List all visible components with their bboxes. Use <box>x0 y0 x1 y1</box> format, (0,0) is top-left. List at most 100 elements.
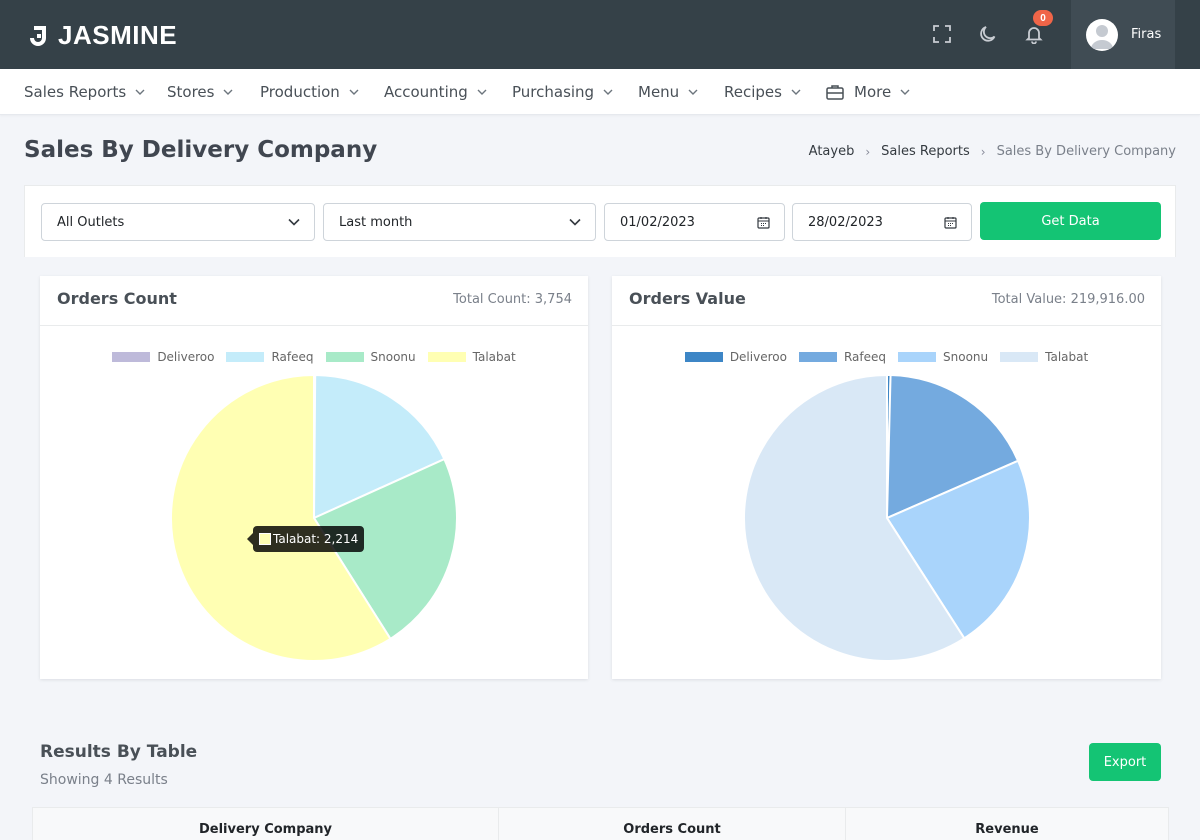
chart-tooltip: Talabat: 2,214 <box>246 526 365 552</box>
legend-swatch <box>226 352 265 362</box>
column-header[interactable]: Orders Count <box>499 808 846 840</box>
pie-slice-talabat[interactable] <box>743 373 966 662</box>
date-from-input[interactable]: 01/02/2023 <box>604 203 785 241</box>
outlet-select-value: All Outlets <box>57 214 125 230</box>
pie-slice-snoonu[interactable] <box>885 459 1031 640</box>
chevron-down-icon <box>603 89 613 95</box>
chevron-down-icon <box>349 89 359 95</box>
chart-legend: Deliveroo Rafeeq Snoonu Talabat <box>612 350 1161 364</box>
brand-logo[interactable]: JASMINE <box>30 20 177 51</box>
brand-name: JASMINE <box>58 20 178 50</box>
pie-slice-rafeeq[interactable] <box>312 373 446 520</box>
date-to-value: 28/02/2023 <box>808 214 883 230</box>
chevron-down-icon <box>791 89 801 95</box>
nav-item-label: Accounting <box>384 83 468 101</box>
logo-icon <box>30 25 46 46</box>
legend-swatch <box>798 352 837 362</box>
results-count: Showing 4 Results <box>40 772 168 788</box>
breadcrumb: Atayeb › Sales Reports › Sales By Delive… <box>809 144 1176 159</box>
legend-label: Rafeeq <box>271 350 314 364</box>
notification-badge: 0 <box>1033 10 1053 26</box>
breadcrumb-current: Sales By Delivery Company <box>996 144 1176 159</box>
pie-slice-rafeeq[interactable] <box>885 374 1020 520</box>
legend-label: Talabat <box>1045 350 1089 364</box>
legend-item[interactable]: Rafeeq <box>226 350 314 364</box>
nav-item-menu[interactable]: Menu <box>638 69 698 115</box>
nav-item-recipes[interactable]: Recipes <box>724 69 801 115</box>
nav-item-purchasing[interactable]: Purchasing <box>512 69 613 115</box>
chevron-right-icon: › <box>865 144 871 159</box>
nav-item-more[interactable]: More <box>826 69 910 115</box>
nav-item-label: Menu <box>638 83 680 101</box>
chevron-down-icon <box>569 218 581 226</box>
legend-item[interactable]: Snoonu <box>898 350 988 364</box>
column-header[interactable]: Delivery Company <box>33 808 499 840</box>
nav-item-label: More <box>854 83 892 101</box>
nav-item-production[interactable]: Production <box>260 69 359 115</box>
legend-item[interactable]: Snoonu <box>325 350 416 364</box>
nav-item-label: Recipes <box>724 83 782 101</box>
nav-item-accounting[interactable]: Accounting <box>384 69 487 115</box>
get-data-button[interactable]: Get Data <box>980 202 1161 240</box>
fullscreen-icon[interactable] <box>930 22 954 46</box>
period-select-value: Last month <box>339 214 413 230</box>
tooltip-text: Talabat: 2,214 <box>273 532 359 546</box>
column-header[interactable]: Revenue <box>975 821 1039 837</box>
nav-item-label: Sales Reports <box>24 83 127 101</box>
legend-item[interactable]: Deliveroo <box>112 350 214 364</box>
calendar-icon <box>757 216 770 229</box>
total-count: Total Count: 3,754 <box>453 292 572 307</box>
chevron-down-icon <box>223 89 233 95</box>
results-title: Results By Table <box>40 742 198 762</box>
orders-count-card: Orders Count Total Count: 3,754 Delivero… <box>40 276 588 679</box>
top-header: JASMINE 0 Firas <box>0 0 1200 69</box>
orders-count-pie[interactable] <box>40 276 588 679</box>
date-from-value: 01/02/2023 <box>620 214 695 230</box>
page-title: Sales By Delivery Company <box>24 137 378 163</box>
chevron-down-icon <box>135 89 145 95</box>
legend-swatch <box>684 352 723 362</box>
total-value: Total Value: 219,916.00 <box>991 292 1145 307</box>
legend-label: Deliveroo <box>729 350 787 364</box>
nav-item-label: Stores <box>167 83 215 101</box>
chevron-down-icon <box>477 89 487 95</box>
legend-swatch <box>898 352 936 362</box>
legend-item[interactable]: Talabat <box>1000 350 1088 364</box>
card-title: Orders Value <box>629 289 746 308</box>
nav-item-label: Purchasing <box>512 83 595 101</box>
pie-slice-talabat[interactable] <box>170 373 392 662</box>
breadcrumb-item[interactable]: Atayeb <box>808 144 855 159</box>
legend-label: Snoonu <box>943 350 989 364</box>
chevron-right-icon: › <box>980 144 986 159</box>
card-header: Orders Count Total Count: 3,754 <box>40 276 588 326</box>
nav-item-label: Production <box>260 83 340 101</box>
period-select[interactable]: Last month <box>323 203 596 241</box>
outlet-select[interactable]: All Outlets <box>41 203 315 241</box>
bell-icon[interactable] <box>1022 22 1046 46</box>
filter-card: All Outlets Last month 01/02/2023 28/02/… <box>24 185 1176 257</box>
card-header: Orders Value Total Value: 219,916.00 <box>612 276 1161 326</box>
legend-swatch <box>112 352 151 362</box>
pie-slice-snoonu[interactable] <box>312 457 458 641</box>
legend-item[interactable]: Talabat <box>427 350 516 364</box>
tooltip-swatch <box>259 533 271 545</box>
legend-label: Talabat <box>472 350 516 364</box>
breadcrumb-item[interactable]: Sales Reports <box>881 144 970 159</box>
moon-icon[interactable] <box>976 22 1000 46</box>
nav-item-sales-reports[interactable]: Sales Reports <box>24 69 145 115</box>
chart-legend: Deliveroo Rafeeq Snoonu Talabat <box>40 350 588 364</box>
user-menu[interactable]: Firas <box>1071 0 1175 69</box>
legend-label: Snoonu <box>370 350 416 364</box>
legend-item[interactable]: Rafeeq <box>798 350 886 364</box>
nav-item-stores[interactable]: Stores <box>167 69 233 115</box>
calendar-icon <box>944 216 957 229</box>
legend-item[interactable]: Deliveroo <box>684 350 787 364</box>
export-button[interactable]: Export <box>1089 743 1161 781</box>
orders-value-pie[interactable] <box>612 276 1161 679</box>
chevron-down-icon <box>288 218 300 226</box>
date-to-input[interactable]: 28/02/2023 <box>792 203 972 241</box>
orders-value-card: Orders Value Total Value: 219,916.00 Del… <box>612 276 1161 679</box>
legend-swatch <box>1000 352 1039 362</box>
legend-label: Deliveroo <box>157 350 215 364</box>
chevron-down-icon <box>900 89 910 95</box>
